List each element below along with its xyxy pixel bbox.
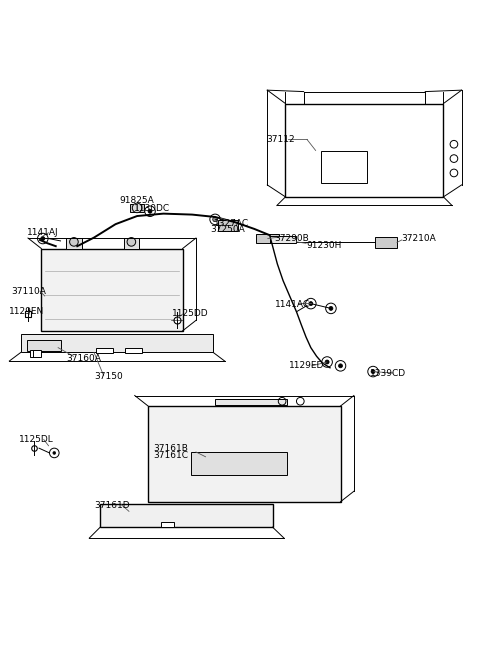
Bar (375, 237, 397, 248)
Text: 37110A: 37110A (11, 286, 46, 296)
Text: 1141AJ: 1141AJ (27, 228, 59, 237)
Bar (256, 234, 279, 243)
Text: 1141AC: 1141AC (275, 300, 310, 309)
Bar (191, 451, 287, 476)
Bar (30, 350, 41, 357)
Circle shape (41, 237, 45, 240)
Bar (215, 399, 287, 405)
Circle shape (309, 302, 313, 306)
Text: 37161D: 37161D (94, 501, 130, 510)
Circle shape (70, 238, 78, 246)
Bar (124, 238, 139, 248)
Text: 37161B: 37161B (153, 443, 188, 453)
Text: 37150: 37150 (94, 372, 123, 381)
Text: 37290B: 37290B (275, 235, 309, 244)
Text: 1327AC: 1327AC (214, 219, 249, 228)
Circle shape (127, 238, 136, 246)
Circle shape (335, 361, 346, 371)
Circle shape (37, 233, 48, 244)
Circle shape (325, 303, 336, 313)
Bar (130, 204, 144, 212)
Bar (41, 248, 182, 331)
Bar (21, 334, 213, 352)
Text: 91230H: 91230H (306, 240, 341, 250)
Bar (96, 348, 113, 353)
Text: 1339CD: 1339CD (370, 369, 406, 378)
Bar (322, 151, 367, 183)
Circle shape (53, 451, 56, 455)
Text: 91825A: 91825A (120, 196, 154, 205)
Text: 37161C: 37161C (153, 451, 188, 460)
Text: 1130DC: 1130DC (134, 204, 170, 213)
Text: 37112: 37112 (266, 135, 295, 144)
Text: 1129ED: 1129ED (289, 361, 324, 371)
Text: 37210A: 37210A (402, 235, 436, 244)
Circle shape (368, 367, 378, 377)
Circle shape (213, 217, 217, 221)
Bar (66, 238, 82, 248)
Bar (286, 104, 444, 197)
Bar (100, 504, 273, 527)
Circle shape (329, 306, 333, 310)
Circle shape (322, 357, 332, 367)
Circle shape (210, 214, 220, 225)
Bar (148, 406, 340, 502)
Bar (161, 522, 174, 527)
Circle shape (145, 206, 156, 217)
Circle shape (49, 448, 59, 458)
Circle shape (325, 360, 329, 364)
Circle shape (132, 203, 142, 213)
Bar (218, 220, 238, 231)
Text: 1125DL: 1125DL (19, 435, 54, 444)
Circle shape (148, 209, 152, 214)
Circle shape (338, 364, 343, 368)
Text: 1129EN: 1129EN (9, 307, 45, 316)
Circle shape (306, 298, 316, 309)
Text: 37160A: 37160A (67, 353, 102, 363)
Bar (125, 348, 142, 353)
Text: 37250A: 37250A (210, 225, 245, 235)
Bar (270, 236, 296, 243)
Text: 1125DD: 1125DD (172, 309, 209, 318)
Circle shape (213, 217, 217, 222)
Bar (27, 340, 61, 351)
Circle shape (371, 370, 375, 374)
